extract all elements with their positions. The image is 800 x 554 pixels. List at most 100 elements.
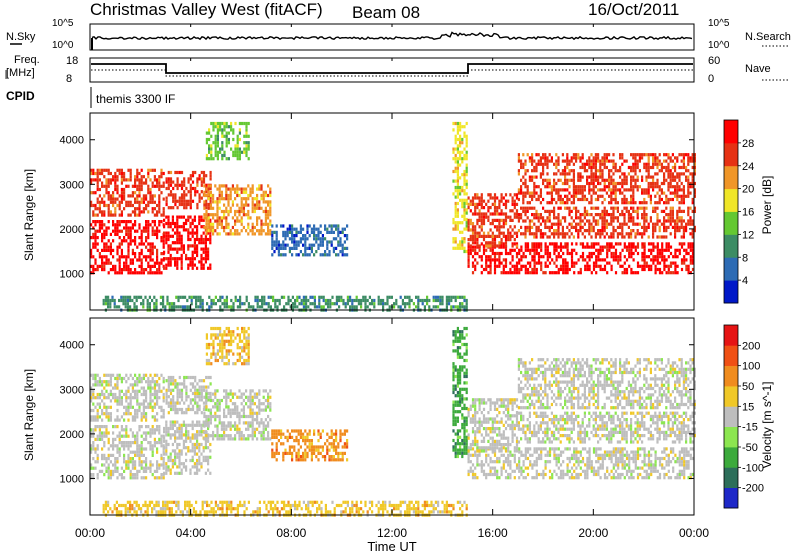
power-colorbar-swatch <box>724 280 738 304</box>
velocity-ytick-label: 1000 <box>60 473 84 485</box>
power-colorbar-tick: 20 <box>742 184 754 196</box>
velocity-ytick-label: 2000 <box>60 429 84 441</box>
cpid-panel: CPID themis 3300 IF <box>6 87 175 108</box>
power-region-13 <box>517 206 696 239</box>
freq-right-tick-bottom: 0 <box>708 73 714 85</box>
freq-trace <box>91 63 693 74</box>
freq-left-tick-top: 18 <box>66 55 78 67</box>
velocity-colorbar-swatch <box>724 386 738 407</box>
power-colorbar-tick: 12 <box>742 229 754 241</box>
power-colorbar-tick: 24 <box>742 161 754 173</box>
velocity-yticks: 1000 2000 3000 4000 <box>60 340 694 485</box>
velocity-ytick-label: 3000 <box>60 384 84 396</box>
beam-label: Beam 08 <box>352 3 420 22</box>
velocity-colorbar-label: Velocity [m s^-1] <box>760 382 774 469</box>
power-region-3 <box>163 215 212 270</box>
power-data <box>90 121 696 312</box>
time-tick-label: 04:00 <box>176 526 206 540</box>
power-colorbar: 4 8 12 16 20 24 28 <box>723 119 754 304</box>
noise-sky-label: N.Sky <box>6 31 36 43</box>
time-axis-label: Time UT <box>367 539 416 554</box>
velocity-region-11 <box>467 398 519 453</box>
power-colorbar-swatch <box>724 234 738 258</box>
power-ytick-label: 4000 <box>60 135 84 147</box>
time-tick-label: 12:00 <box>377 526 407 540</box>
freq-label-line2: [MHz] <box>6 67 35 79</box>
power-region-2 <box>90 168 165 217</box>
power-yticks: 1000 2000 3000 4000 <box>60 135 694 280</box>
power-region-11 <box>467 193 519 248</box>
cpid-label: CPID <box>6 89 35 103</box>
power-region-9 <box>452 121 468 254</box>
freq-left-tick-bottom: 8 <box>66 73 72 85</box>
velocity-colorbar: 200 100 50 15 -15 -50 -100 -200 <box>723 324 764 509</box>
cpid-value: themis 3300 IF <box>96 92 175 106</box>
power-colorbar-swatch <box>724 257 738 281</box>
velocity-colorbar-tick: -15 <box>742 422 758 434</box>
time-tick-label: 00:00 <box>679 526 709 540</box>
power-region-1 <box>90 220 165 275</box>
velocity-colorbar-tick: 200 <box>742 340 760 352</box>
velocity-region-2 <box>90 373 165 422</box>
power-colorbar-swatch <box>724 142 738 167</box>
power-region-8 <box>102 295 468 312</box>
power-ylabel: Slant Range [km] <box>22 169 36 261</box>
velocity-data <box>90 326 696 517</box>
velocity-colorbar-tick: 50 <box>742 381 754 393</box>
power-region-7 <box>271 224 349 257</box>
noise-right-tick-top: 10^5 <box>708 18 730 29</box>
power-colorbar-label: Power [dB] <box>760 176 774 235</box>
velocity-ytick-label: 4000 <box>60 340 84 352</box>
velocity-region-8 <box>102 500 468 517</box>
nave-trace <box>91 69 693 77</box>
velocity-region-3 <box>163 420 212 475</box>
power-colorbar-tick: 16 <box>742 207 754 219</box>
power-colorbar-tick: 4 <box>742 275 748 287</box>
power-panel: 1000 2000 3000 4000 Slant Range [km] 4 8 12 16… <box>22 112 774 312</box>
velocity-region-1 <box>90 425 165 480</box>
velocity-colorbar-swatch <box>724 345 738 366</box>
power-region-10 <box>467 242 695 275</box>
velocity-region-5 <box>203 389 272 441</box>
power-colorbar-tick: 28 <box>742 138 754 150</box>
velocity-colorbar-swatch <box>724 406 738 427</box>
freq-label-line1: Freq. <box>14 54 40 66</box>
freq-right-tick-top: 60 <box>708 55 720 67</box>
velocity-ylabel: Slant Range [km] <box>22 369 36 461</box>
noise-right-tick-bottom: 10^0 <box>708 40 730 51</box>
velocity-colorbar-tick: 100 <box>742 361 760 373</box>
power-colorbar-swatch <box>724 188 738 212</box>
velocity-colorbar-swatch <box>724 487 738 509</box>
velocity-colorbar-swatch <box>724 325 738 346</box>
velocity-colorbar-tick: 15 <box>742 401 754 413</box>
plot-title: Christmas Valley West (fitACF) <box>90 0 323 19</box>
velocity-region-7 <box>271 429 349 462</box>
noise-sky-trace <box>91 31 693 41</box>
noise-left-tick-bottom: 10^0 <box>52 40 74 51</box>
power-colorbar-swatch <box>724 165 738 190</box>
power-colorbar-swatch <box>724 211 738 235</box>
time-axis: 00:00 04:00 08:00 12:00 16:00 20:00 00:00 <box>75 24 709 540</box>
noise-search-label: N.Search <box>745 31 791 43</box>
date-label: 16/Oct/2011 <box>588 0 679 19</box>
power-region-6 <box>205 121 250 161</box>
velocity-colorbar-tick: -50 <box>742 442 758 454</box>
velocity-colorbar-swatch <box>724 426 738 448</box>
velocity-region-12 <box>517 358 696 410</box>
velocity-region-13 <box>517 411 696 444</box>
power-region-5 <box>203 184 272 236</box>
velocity-region-9 <box>452 326 468 459</box>
time-tick-label: 16:00 <box>478 526 508 540</box>
noise-panel: N.Sky 10^5 10^0 10^5 10^0 N.Search <box>6 18 791 51</box>
time-tick-label: 08:00 <box>276 526 306 540</box>
power-ytick-label: 1000 <box>60 268 84 280</box>
velocity-colorbar-tick: -100 <box>742 462 764 474</box>
time-tick-label: 20:00 <box>578 526 608 540</box>
nave-label: Nave <box>745 63 771 75</box>
velocity-region-4 <box>165 375 212 415</box>
time-tick-label: 00:00 <box>75 526 105 540</box>
power-ytick-label: 3000 <box>60 179 84 191</box>
velocity-colorbar-swatch <box>724 447 738 468</box>
freq-panel: Freq. [MHz] 18 8 60 0 Nave <box>5 54 788 85</box>
